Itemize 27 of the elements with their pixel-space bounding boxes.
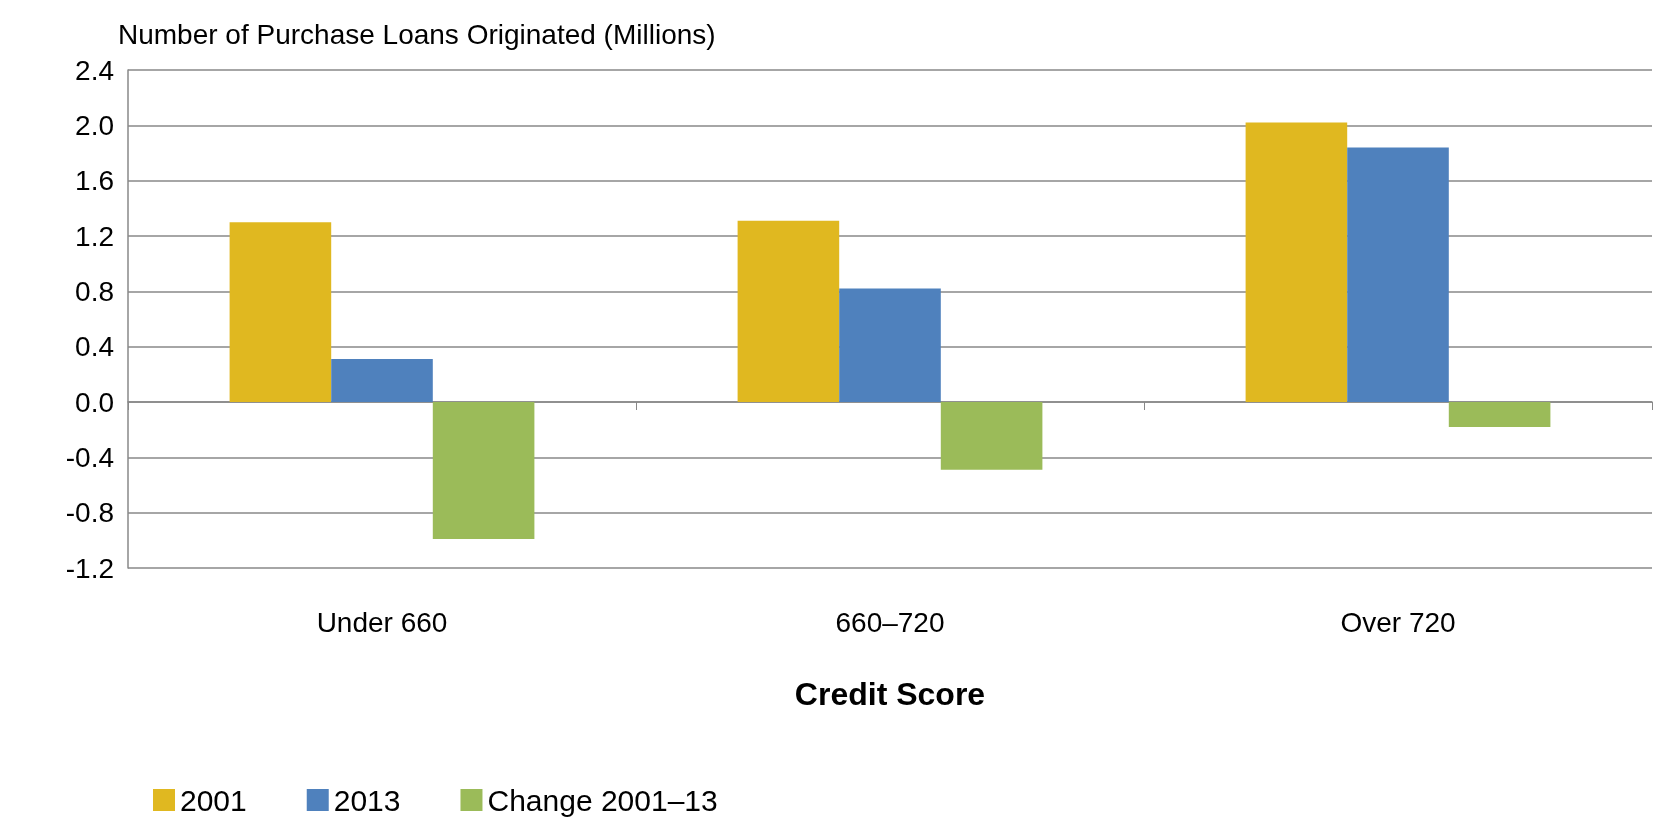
x-tick-label: Under 660	[316, 606, 448, 638]
y-tick-label: 0.4	[75, 331, 114, 363]
y-tick-label: -1.2	[65, 552, 114, 584]
y-tick-label: 1.6	[75, 165, 114, 197]
bar	[1448, 402, 1551, 427]
x-axis-title: Credit Score	[794, 676, 986, 712]
y-tick-label: 0.0	[75, 386, 114, 418]
legend-label: 2013	[333, 783, 401, 817]
bar	[940, 402, 1043, 470]
y-tick-label: -0.4	[65, 441, 114, 473]
bar	[432, 402, 535, 539]
legend-label: Change 2001–13	[487, 783, 718, 817]
x-tick-label: Over 720	[1340, 606, 1456, 638]
x-tick-label: 660–720	[835, 606, 945, 638]
y-tick-label: -0.8	[65, 497, 114, 529]
y-tick-label: 2.0	[75, 109, 114, 141]
bar	[737, 220, 840, 402]
bar	[331, 359, 433, 402]
y-tick-label: 2.4	[75, 54, 114, 86]
bar	[1347, 147, 1449, 402]
bar	[839, 288, 941, 402]
y-tick-label: 1.2	[75, 220, 114, 252]
y-tick-label: 0.8	[75, 275, 114, 307]
y-axis-title: Number of Purchase Loans Originated (Millions)	[118, 18, 716, 50]
legend-label: 2001	[180, 783, 247, 817]
bar	[229, 222, 332, 402]
bar	[1245, 122, 1348, 402]
